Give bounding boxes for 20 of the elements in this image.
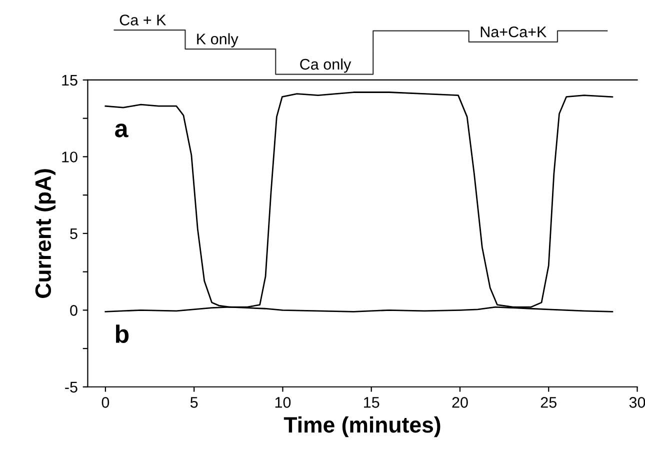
y-tick-label: 5 bbox=[70, 228, 78, 240]
y-tick-label: -5 bbox=[65, 382, 78, 393]
y-axis-title: Current (pA) bbox=[34, 169, 56, 298]
y-tick-label: 10 bbox=[62, 152, 78, 162]
x-tick-label: 10 bbox=[275, 397, 291, 408]
text: K only bbox=[197, 33, 238, 48]
text: Na+Ca+K bbox=[480, 26, 547, 38]
x-tick-label: 20 bbox=[452, 397, 468, 408]
x-axis-title: Time (minutes) bbox=[284, 416, 440, 438]
x-tick-label: 25 bbox=[540, 397, 556, 408]
text: Ca only bbox=[300, 58, 352, 73]
series-label: a bbox=[115, 124, 128, 138]
x-tick-label: 0 bbox=[102, 397, 110, 408]
x-tick-label: 15 bbox=[364, 397, 380, 408]
x-tick-label: 5 bbox=[190, 397, 198, 408]
series-label: b bbox=[116, 324, 129, 343]
y-tick-label: 0 bbox=[70, 305, 78, 316]
y-tick-label: 15 bbox=[62, 75, 78, 86]
x-tick-label: 30 bbox=[629, 397, 645, 408]
text: Ca + K bbox=[120, 14, 166, 26]
